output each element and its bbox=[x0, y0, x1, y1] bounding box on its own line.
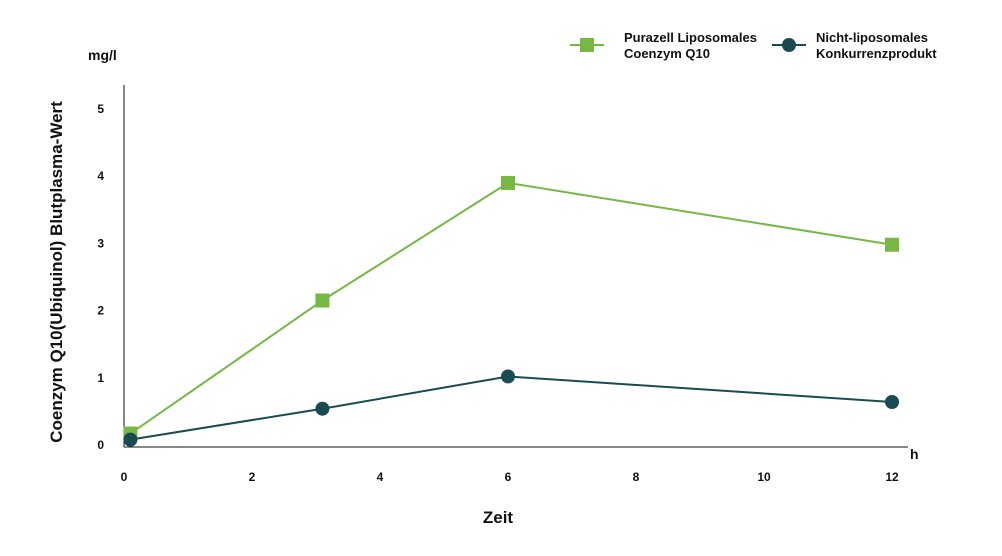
series bbox=[123, 175, 899, 447]
data-point-square-0-3 bbox=[885, 237, 899, 252]
legend-label-konkurrenz: Nicht-liposomales Konkurrenzprodukt bbox=[816, 30, 937, 61]
x-axis-title: Zeit bbox=[483, 508, 514, 527]
legend: Purazell Liposomales Coenzym Q10 Nicht-l… bbox=[570, 30, 937, 61]
x-tick-label: 8 bbox=[633, 470, 640, 484]
x-unit-label: h bbox=[910, 446, 919, 462]
legend-label-purazell-line1: Purazell Liposomales bbox=[624, 30, 757, 45]
series-line-1 bbox=[130, 375, 893, 441]
legend-square-marker-icon bbox=[580, 38, 594, 52]
y-unit-label: mg/l bbox=[88, 47, 117, 63]
data-point-circle-1-2 bbox=[501, 369, 515, 384]
x-tick-label: 2 bbox=[249, 470, 256, 484]
y-tick-label: 2 bbox=[97, 304, 104, 318]
data-point-circle-1-3 bbox=[885, 394, 899, 409]
legend-item-konkurrenz: Nicht-liposomales Konkurrenzprodukt bbox=[772, 30, 937, 61]
y-tick-label: 4 bbox=[97, 169, 104, 183]
x-tick-label: 6 bbox=[505, 470, 512, 484]
legend-item-purazell: Purazell Liposomales Coenzym Q10 bbox=[570, 30, 761, 61]
data-point-square-0-2 bbox=[501, 175, 515, 190]
data-point-circle-1-1 bbox=[315, 401, 330, 416]
legend-label-konkurrenz-line2: Konkurrenzprodukt bbox=[816, 46, 937, 61]
legend-label-purazell: Purazell Liposomales Coenzym Q10 bbox=[624, 30, 761, 61]
y-axis-title: Coenzym Q10(Ubiquinol) Blutplasma-Wert bbox=[47, 101, 66, 443]
legend-circle-marker-icon bbox=[782, 38, 796, 52]
axes bbox=[123, 85, 908, 448]
y-tick-label: 5 bbox=[97, 102, 104, 116]
legend-label-konkurrenz-line1: Nicht-liposomales bbox=[816, 30, 928, 45]
x-tick-label: 0 bbox=[121, 470, 128, 484]
y-tick-label: 0 bbox=[97, 438, 104, 452]
series-line-0 bbox=[129, 181, 893, 435]
data-point-square-0-1 bbox=[315, 293, 330, 308]
x-tick-label: 10 bbox=[757, 470, 771, 484]
legend-label-purazell-line2: Coenzym Q10 bbox=[624, 46, 710, 61]
x-tick-label: 4 bbox=[377, 470, 384, 484]
y-tick-label: 3 bbox=[97, 236, 104, 250]
data-point-circle-1-0 bbox=[123, 432, 138, 447]
y-tick-label: 1 bbox=[97, 371, 104, 385]
x-tick-label: 12 bbox=[885, 470, 899, 484]
